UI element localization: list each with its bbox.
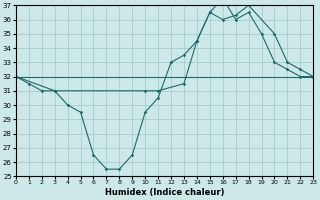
X-axis label: Humidex (Indice chaleur): Humidex (Indice chaleur)	[105, 188, 224, 197]
